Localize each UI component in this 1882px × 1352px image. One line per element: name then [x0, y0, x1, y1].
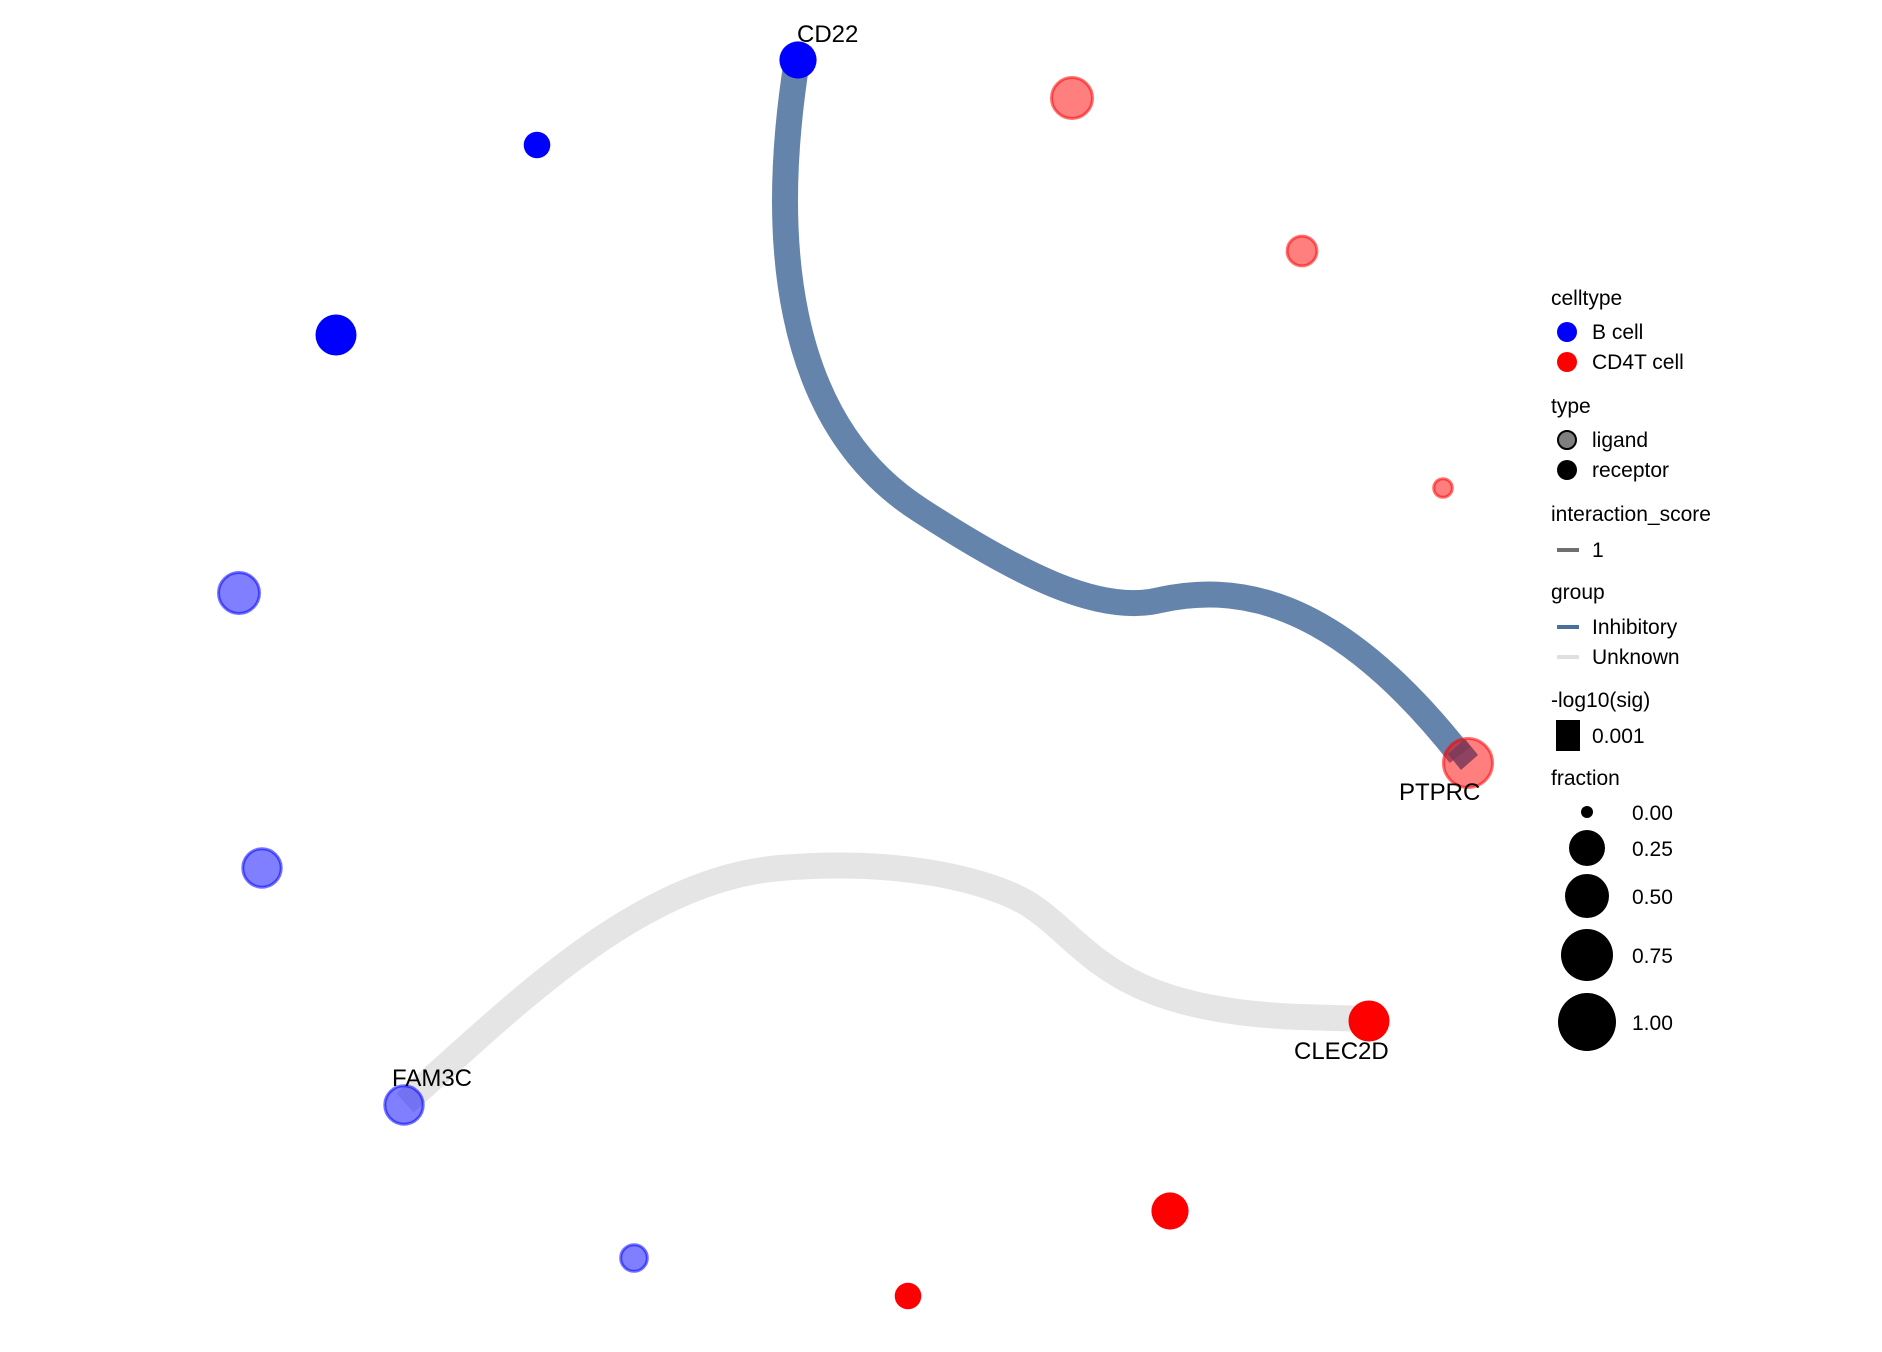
- node-cd4t-cell-receptor: [1151, 1192, 1189, 1230]
- legend-title-celltype: celltype: [1551, 287, 1622, 310]
- node-b-cell-receptor: [315, 314, 357, 356]
- legend-key-sig: [1556, 720, 1580, 751]
- legend-title-fraction: fraction: [1551, 767, 1620, 790]
- edge-arrowhead: [1448, 739, 1478, 770]
- legend-title-interaction-score: interaction_score: [1551, 503, 1711, 526]
- labels-layer: CD22 PTPRC CLEC2D FAM3C: [392, 21, 1480, 1092]
- legend-key-b-cell: [1557, 322, 1577, 342]
- legend-label-cd4t-cell: CD4T cell: [1592, 351, 1684, 374]
- node-label-cd22: CD22: [797, 21, 858, 48]
- edge-cd22-ptprc: [772, 57, 1471, 764]
- node-b-cell-ligand: [217, 571, 261, 615]
- legend: celltype B cell CD4T cell type ligand re…: [1551, 287, 1711, 1051]
- legend-label-inhibitory: Inhibitory: [1592, 616, 1678, 639]
- node-b-cell-ligand: [241, 847, 283, 889]
- legend-title-sig: -log10(sig): [1551, 689, 1650, 712]
- legend-key-receptor: [1557, 460, 1577, 480]
- legend-label-score: 1: [1592, 539, 1604, 562]
- legend-label-sig: 0.001: [1592, 725, 1645, 748]
- node-cd4t-cell-ligand: [1432, 477, 1454, 499]
- legend-label-fraction-4: 1.00: [1632, 1012, 1673, 1035]
- legend-key-fraction-0: [1581, 806, 1593, 818]
- node-label-fam3c: FAM3C: [392, 1065, 472, 1092]
- legend-label-ligand: ligand: [1592, 429, 1648, 452]
- node-fam3c: [383, 1084, 425, 1126]
- legend-label-unknown: Unknown: [1592, 646, 1680, 669]
- node-clec2d: [1348, 1000, 1390, 1042]
- legend-label-fraction-2: 0.50: [1632, 886, 1673, 909]
- node-b-cell-receptor: [523, 131, 551, 159]
- node-cd4t-cell-ligand: [1050, 76, 1094, 120]
- node-label-clec2d: CLEC2D: [1294, 1038, 1389, 1065]
- legend-key-fraction-2: [1565, 874, 1609, 918]
- legend-label-receptor: receptor: [1592, 459, 1669, 482]
- legend-label-fraction-3: 0.75: [1632, 945, 1673, 968]
- node-cd22: [779, 41, 817, 79]
- legend-key-cd4t-cell: [1557, 352, 1577, 372]
- node-cd4t-cell-receptor: [894, 1282, 922, 1310]
- legend-label-b-cell: B cell: [1592, 321, 1643, 344]
- nodes-layer: [217, 41, 1494, 1310]
- legend-title-type: type: [1551, 395, 1591, 418]
- node-b-cell-ligand: [619, 1243, 649, 1273]
- legend-label-fraction-0: 0.00: [1632, 802, 1673, 825]
- edges-layer: [396, 57, 1471, 1113]
- legend-title-group: group: [1551, 581, 1605, 604]
- legend-key-fraction-1: [1569, 830, 1605, 866]
- legend-key-fraction-4: [1558, 993, 1616, 1051]
- node-label-ptprc: PTPRC: [1399, 779, 1480, 806]
- legend-key-fraction-3: [1561, 929, 1613, 981]
- edge-fam3c-clec2d: [396, 852, 1369, 1113]
- legend-key-ligand: [1557, 430, 1577, 450]
- legend-label-fraction-1: 0.25: [1632, 838, 1673, 861]
- node-cd4t-cell-ligand: [1285, 234, 1319, 268]
